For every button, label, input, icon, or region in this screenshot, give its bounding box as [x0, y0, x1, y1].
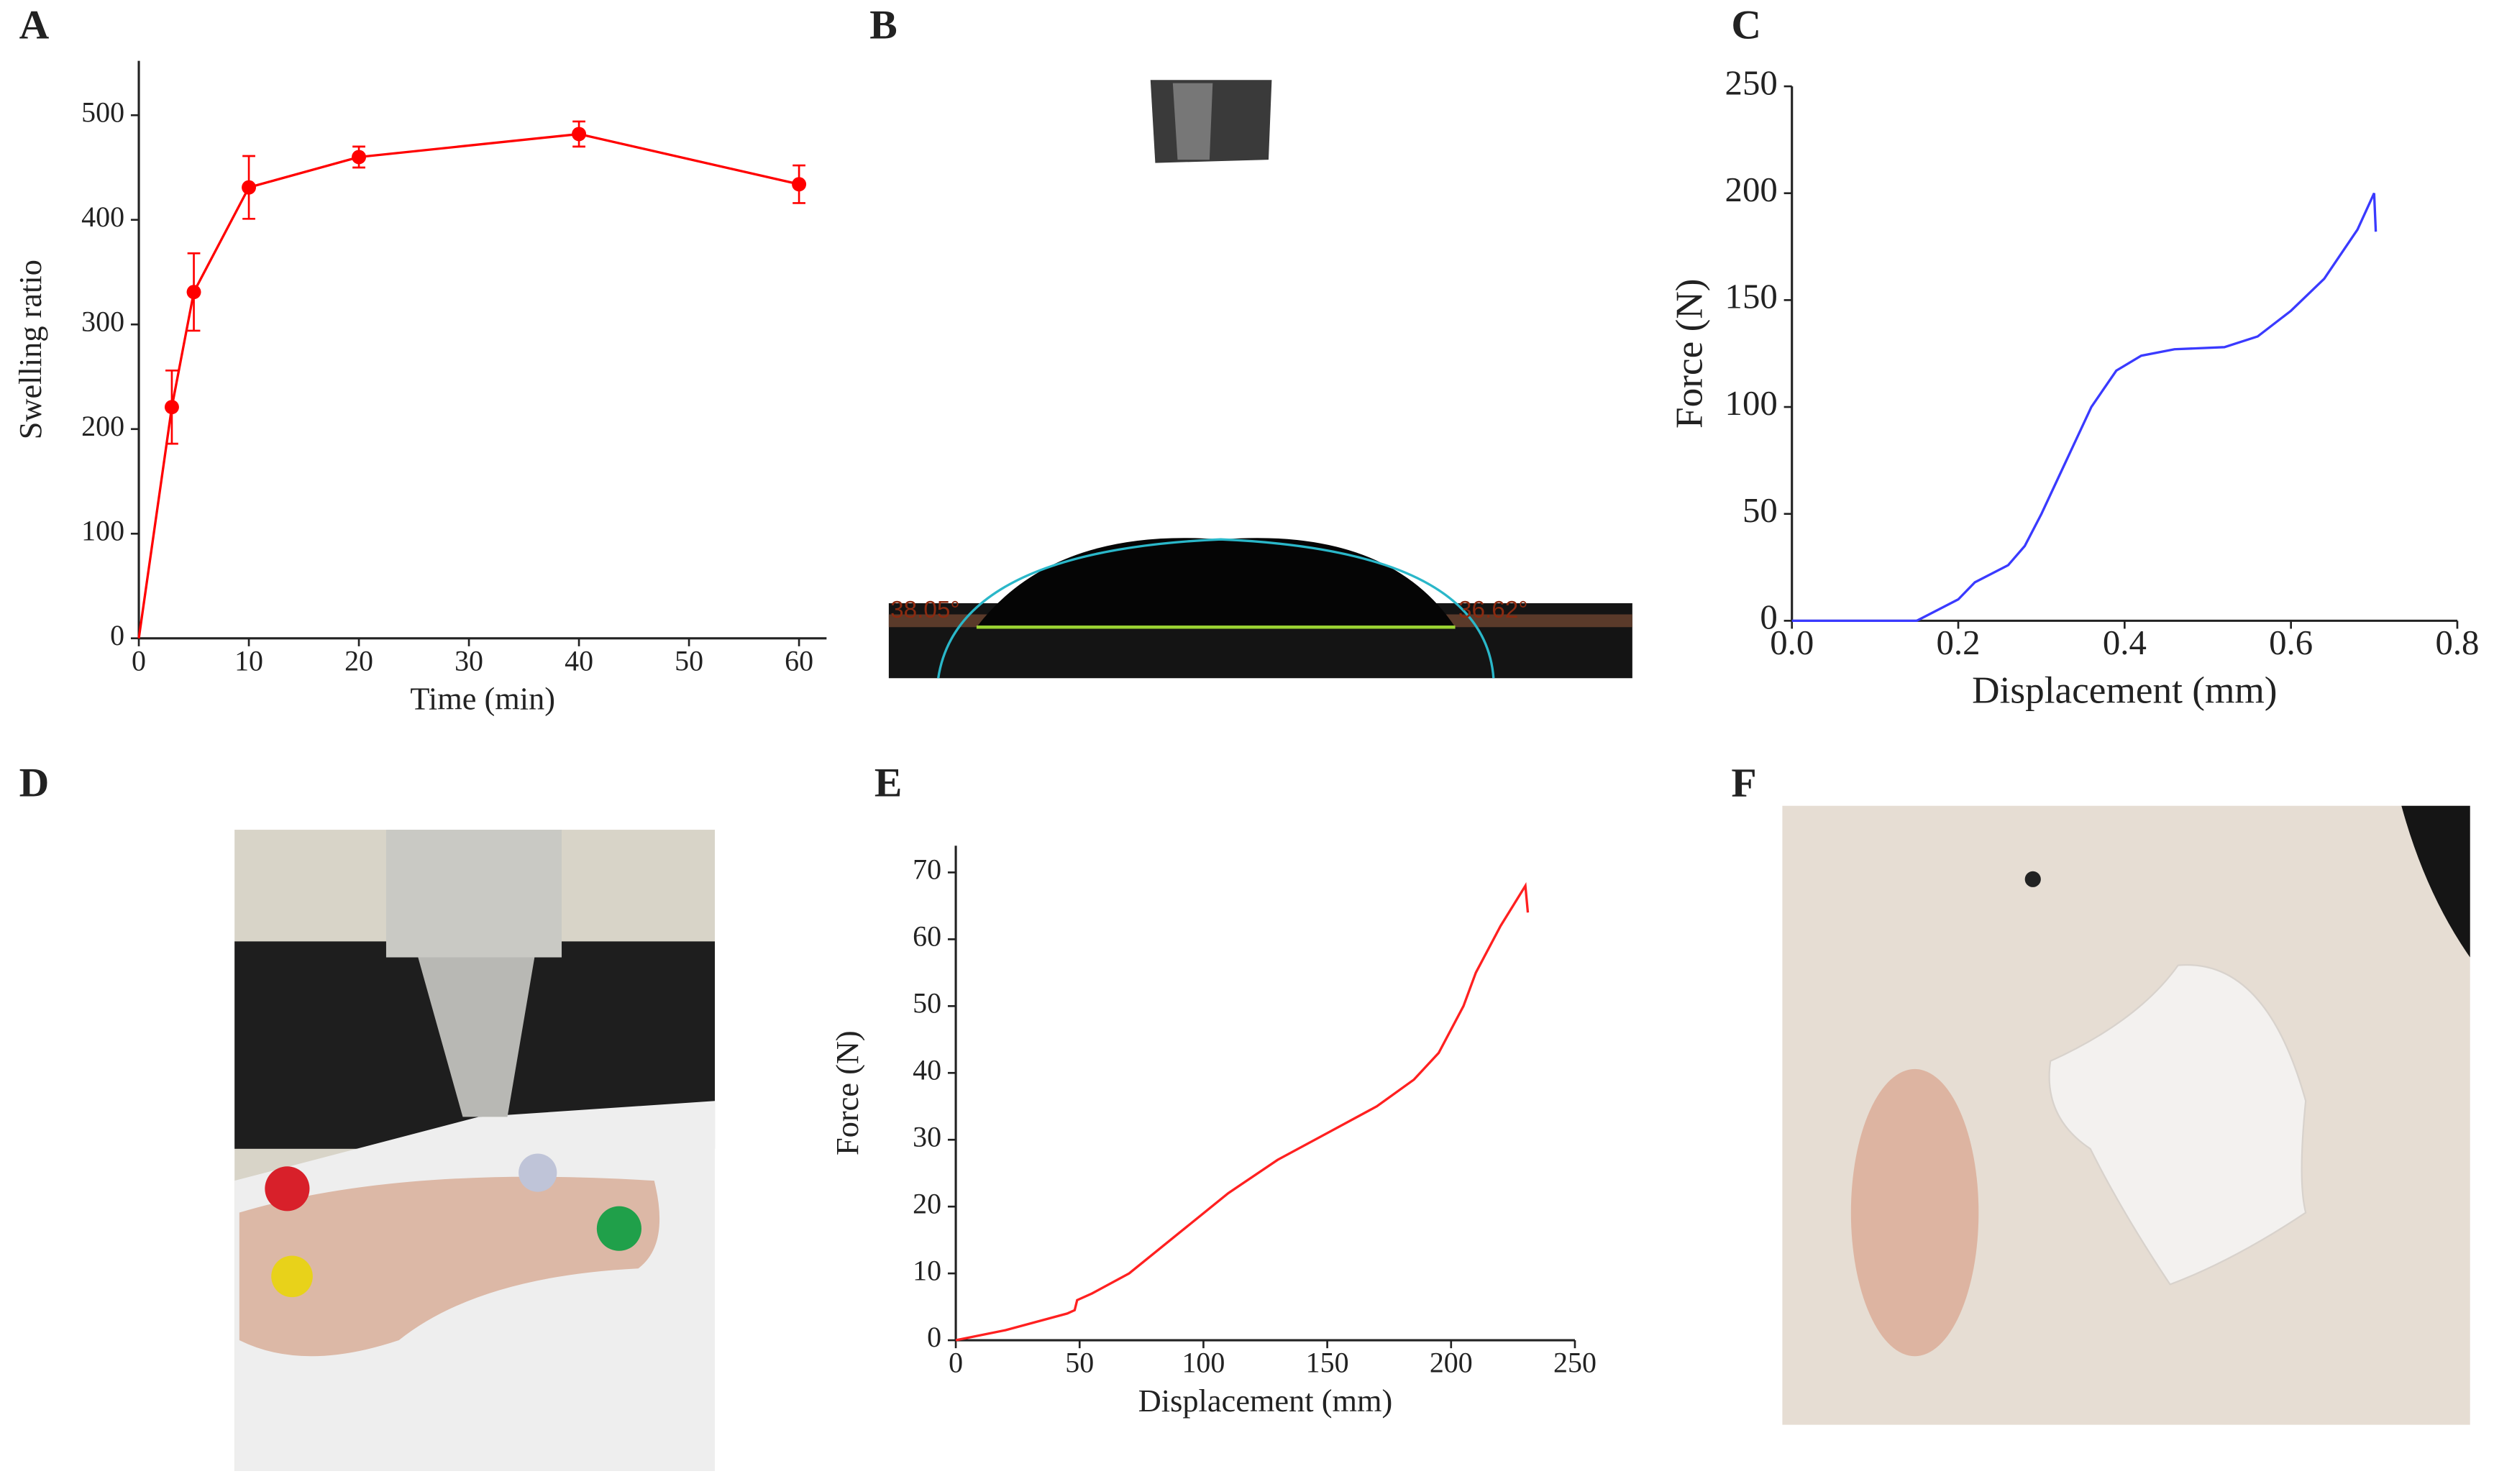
- mark: [2024, 871, 2041, 887]
- x-axis-title: Time (min): [410, 681, 555, 717]
- x-axis-title: Displacement (mm): [1138, 1383, 1393, 1419]
- panel-label: A: [19, 2, 50, 47]
- dark-corner: [2401, 805, 2470, 958]
- y-tick-label: 70: [913, 853, 941, 886]
- data-point: [352, 150, 367, 165]
- x-tick-label: 40: [565, 644, 593, 677]
- tissue: [239, 1176, 660, 1357]
- y-tick-label: 20: [913, 1187, 941, 1219]
- y-tick-label: 0: [110, 619, 124, 651]
- pin-yellow: [271, 1255, 313, 1298]
- y-tick-label: 250: [1725, 63, 1778, 102]
- x-tick-label: 0.6: [2269, 623, 2313, 662]
- photo-b: 38.05° 36.62°: [888, 80, 1632, 679]
- x-tick-label: 100: [1182, 1347, 1225, 1379]
- axis-line: [1791, 86, 2457, 622]
- panel-label: D: [19, 760, 50, 805]
- x-tick-label: 50: [1065, 1347, 1094, 1379]
- x-tick-label: 150: [1306, 1347, 1349, 1379]
- gel-drop: [519, 1153, 557, 1192]
- x-tick-label: 50: [675, 644, 703, 677]
- droplet: [976, 538, 1456, 628]
- y-tick-label: 0: [1760, 598, 1777, 637]
- y-tick-label: 500: [81, 96, 124, 128]
- y-tick-label: 100: [81, 514, 124, 546]
- x-tick-label: 30: [455, 644, 483, 677]
- x-axis-title: Displacement (mm): [1972, 669, 2277, 712]
- y-tick-label: 50: [1742, 491, 1778, 530]
- photo-d: [234, 830, 716, 1471]
- panel-label: B: [869, 2, 897, 47]
- data-point: [572, 127, 587, 142]
- angle-label: 36.62°: [1458, 597, 1528, 623]
- x-tick-label: 10: [234, 644, 263, 677]
- y-axis-title: Swelling ratio: [12, 260, 48, 439]
- data-point: [164, 400, 179, 415]
- data-line: [955, 881, 1530, 1342]
- x-tick-label: 200: [1430, 1347, 1473, 1379]
- nozzle: [418, 957, 535, 1117]
- y-axis-title: Force (N): [829, 1030, 865, 1155]
- panel-label: C: [1731, 2, 1761, 47]
- x-tick-label: 0: [132, 644, 146, 677]
- angle-label: 38.05°: [890, 597, 960, 623]
- y-tick-label: 300: [81, 305, 124, 337]
- y-tick-label: 10: [913, 1254, 941, 1286]
- y-tick-label: 100: [1725, 384, 1778, 423]
- panel-label: F: [1731, 760, 1756, 805]
- hydrogel-patch: [2048, 963, 2307, 1286]
- red-patch: [1850, 1068, 1979, 1357]
- data-point: [186, 285, 201, 300]
- x-tick-label: 0.2: [1937, 623, 1981, 662]
- y-axis-title: Force (N): [1668, 278, 1710, 428]
- data-line: [1791, 193, 2377, 623]
- needle-highlight: [1172, 83, 1213, 160]
- y-tick-label: 0: [927, 1321, 941, 1353]
- y-tick-label: 150: [1725, 278, 1778, 316]
- x-tick-label: 0.0: [1770, 623, 1814, 662]
- fit-circle: [937, 538, 1495, 679]
- x-tick-label: 0.8: [2435, 623, 2479, 662]
- y-tick-label: 200: [81, 410, 124, 442]
- y-tick-label: 200: [1725, 170, 1778, 209]
- x-tick-label: 0: [949, 1347, 963, 1379]
- y-tick-label: 30: [913, 1120, 941, 1153]
- nozzle-top: [385, 830, 562, 958]
- y-tick-label: 400: [81, 201, 124, 233]
- axis-line: [137, 60, 827, 640]
- photo-f: [1782, 805, 2470, 1425]
- data-line: [137, 132, 800, 639]
- axis-line: [954, 846, 1575, 1342]
- data-point: [792, 177, 807, 192]
- y-tick-label: 40: [913, 1053, 941, 1086]
- pin-red: [265, 1166, 310, 1212]
- y-tick-label: 50: [913, 986, 941, 1019]
- x-tick-label: 0.4: [2103, 623, 2147, 662]
- x-tick-label: 60: [785, 644, 813, 677]
- x-tick-label: 250: [1553, 1347, 1597, 1379]
- y-tick-label: 60: [913, 920, 941, 953]
- pin-green: [596, 1206, 641, 1251]
- x-tick-label: 20: [344, 644, 373, 677]
- panel-label: E: [874, 760, 902, 805]
- data-point: [242, 180, 257, 195]
